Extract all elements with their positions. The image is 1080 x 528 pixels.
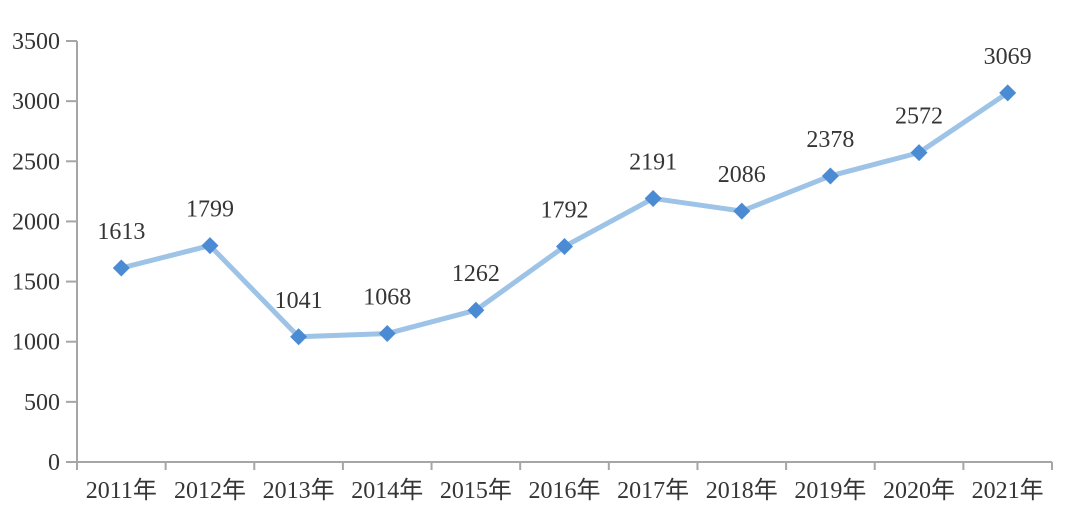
- x-tick-label: 2020年: [883, 477, 955, 504]
- data-label: 1262: [452, 261, 500, 287]
- y-tick-label: 2000: [12, 209, 60, 235]
- data-point-marker: [290, 328, 308, 346]
- y-tick-label: 3000: [12, 89, 60, 115]
- data-label: 1613: [97, 219, 145, 245]
- y-tick-label: 1000: [12, 330, 60, 356]
- data-point-marker: [821, 167, 839, 185]
- data-point-marker: [910, 144, 928, 162]
- y-tick-label: 3500: [12, 29, 60, 55]
- data-label: 2572: [895, 104, 943, 130]
- x-tick-label: 2011年: [86, 477, 157, 504]
- x-tick-label: 2018年: [706, 477, 778, 504]
- y-tick-label: 2500: [12, 149, 60, 175]
- data-label: 2378: [806, 127, 854, 153]
- data-label: 2191: [629, 149, 677, 175]
- x-tick-label: 2014年: [351, 477, 423, 504]
- x-tick-label: 2013年: [263, 477, 335, 504]
- x-tick-label: 2012年: [174, 477, 246, 504]
- x-tick-label: 2019年: [794, 477, 866, 504]
- data-point-marker: [556, 237, 573, 255]
- data-point-marker: [378, 325, 396, 343]
- data-label: 3069: [984, 44, 1032, 70]
- data-point-marker: [644, 189, 662, 207]
- data-point-marker: [201, 237, 219, 255]
- data-point-marker: [733, 202, 751, 220]
- x-tick-label: 2021年: [972, 477, 1044, 504]
- data-label: 1041: [275, 288, 323, 314]
- x-tick-label: 2017年: [617, 477, 689, 504]
- data-label: 1068: [363, 285, 411, 311]
- x-tick-label: 2016年: [529, 477, 601, 504]
- data-label: 1792: [541, 197, 589, 223]
- data-label: 1799: [186, 197, 234, 223]
- data-point-marker: [112, 259, 130, 277]
- data-point-marker: [467, 301, 485, 319]
- y-tick-label: 0: [48, 450, 60, 476]
- x-tick-label: 2015年: [440, 477, 512, 504]
- y-tick-label: 500: [24, 390, 60, 416]
- data-label: 2086: [718, 162, 766, 188]
- data-point-marker: [999, 84, 1017, 102]
- y-tick-label: 1500: [12, 270, 60, 296]
